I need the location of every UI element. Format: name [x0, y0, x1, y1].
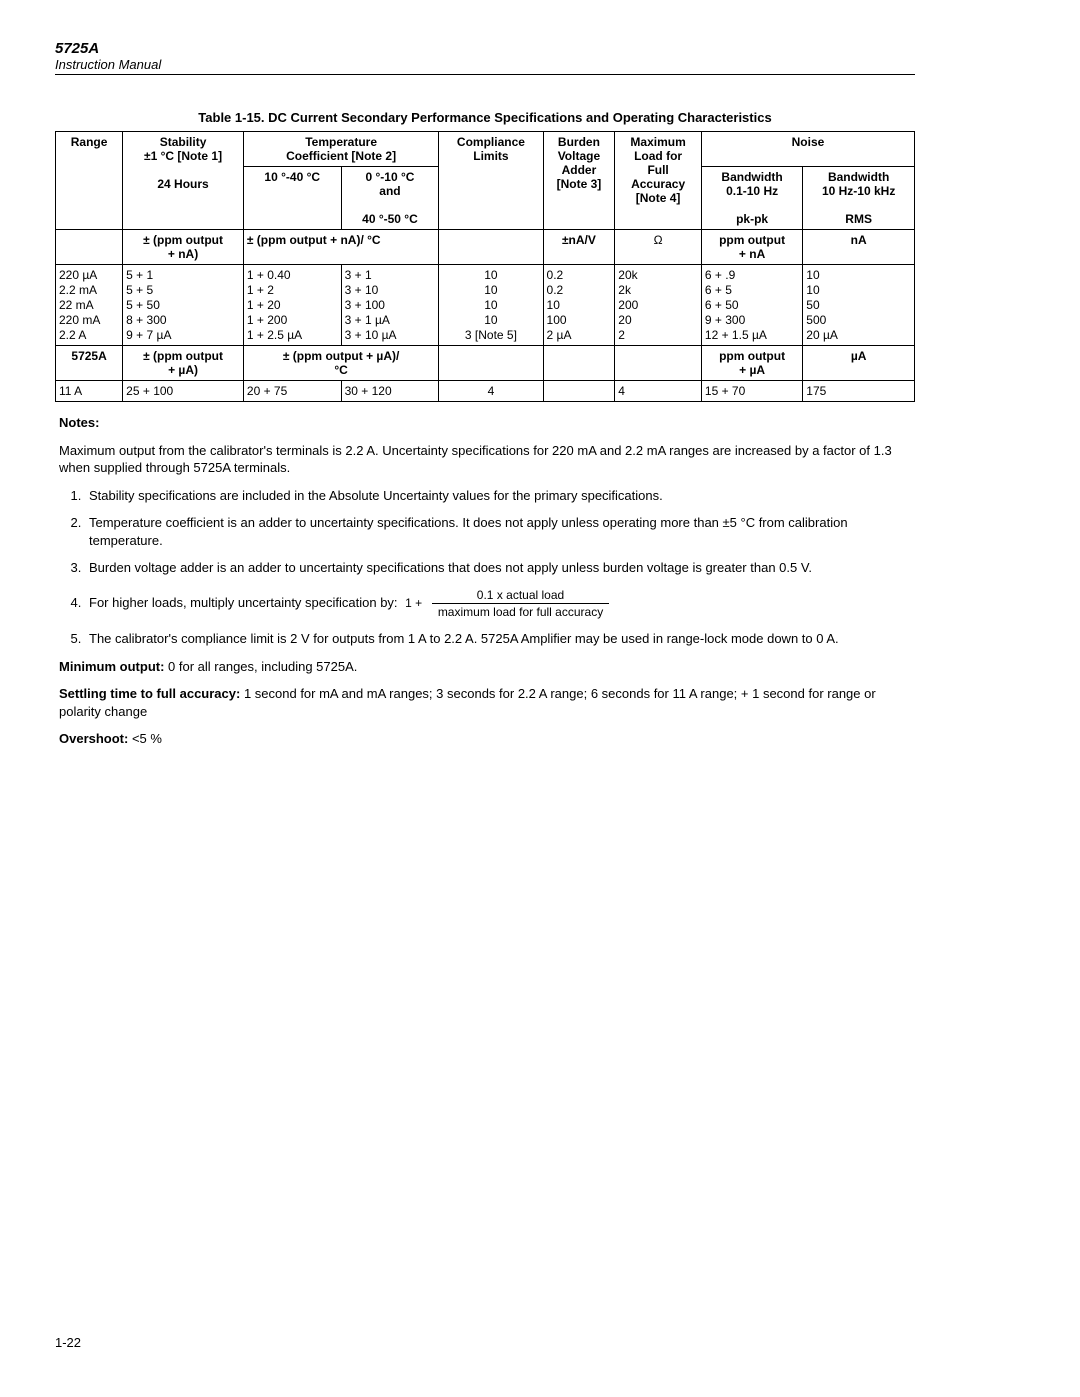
note-3: Burden voltage adder is an adder to unce…: [85, 559, 911, 577]
table-title: Table 1-15. DC Current Secondary Perform…: [55, 110, 915, 125]
hdr-bw1: Bandwidth0.1-10 Hz pk-pk: [701, 167, 802, 230]
page: 5725A Instruction Manual Table 1-15. DC …: [55, 40, 915, 1350]
row-11A: 11 A 25 + 100 20 + 75 30 + 120 4 4 15 + …: [56, 381, 915, 402]
row-5725A: 5725A ± (ppm output+ µA) ± (ppm output +…: [56, 346, 915, 381]
notes-section: Notes: Maximum output from the calibrato…: [55, 414, 915, 748]
unit-row-1: ± (ppm output+ nA) ± (ppm output + nA)/ …: [56, 230, 915, 265]
note4-fraction: 0.1 x actual load maximum load for full …: [432, 587, 609, 620]
model-number: 5725A: [55, 40, 915, 57]
hdr-noise: Noise: [701, 132, 914, 167]
notes-intro: Maximum output from the calibrator's ter…: [59, 442, 911, 477]
page-header: 5725A Instruction Manual: [55, 40, 915, 75]
min-output: Minimum output: 0 for all ranges, includ…: [59, 658, 911, 676]
settling-time: Settling time to full accuracy: 1 second…: [59, 685, 911, 720]
hdr-compliance: ComplianceLimits: [439, 132, 543, 230]
hdr-range: Range: [56, 132, 123, 230]
hdr-burden: BurdenVoltageAdder[Note 3]: [543, 132, 615, 230]
overshoot: Overshoot: <5 %: [59, 730, 911, 748]
note-5: The calibrator's compliance limit is 2 V…: [85, 630, 911, 648]
manual-label: Instruction Manual: [55, 57, 915, 72]
notes-list: Stability specifications are included in…: [59, 487, 911, 648]
note-1: Stability specifications are included in…: [85, 487, 911, 505]
page-number: 1-22: [55, 1335, 81, 1350]
hdr-stability: Stability±1 °C [Note 1] 24 Hours: [123, 132, 244, 230]
spec-table: Range Stability±1 °C [Note 1] 24 Hours T…: [55, 131, 915, 402]
hdr-tc-b: 0 °-10 °Cand 40 °-50 °C: [341, 167, 439, 230]
hdr-bw2: Bandwidth10 Hz-10 kHz RMS: [803, 167, 915, 230]
hdr-maxload: MaximumLoad forFullAccuracy [Note 4]: [615, 132, 702, 230]
data-row-main: 220 µA2.2 mA22 mA220 mA2.2 A 5 + 15 + 55…: [56, 265, 915, 346]
note-2: Temperature coefficient is an adder to u…: [85, 514, 911, 549]
hdr-tc-a: 10 °-40 °C: [243, 167, 341, 230]
notes-heading: Notes:: [59, 414, 911, 432]
note-4: For higher loads, multiply uncertainty s…: [85, 587, 911, 620]
hdr-tempcoef: TemperatureCoefficient [Note 2]: [243, 132, 438, 167]
